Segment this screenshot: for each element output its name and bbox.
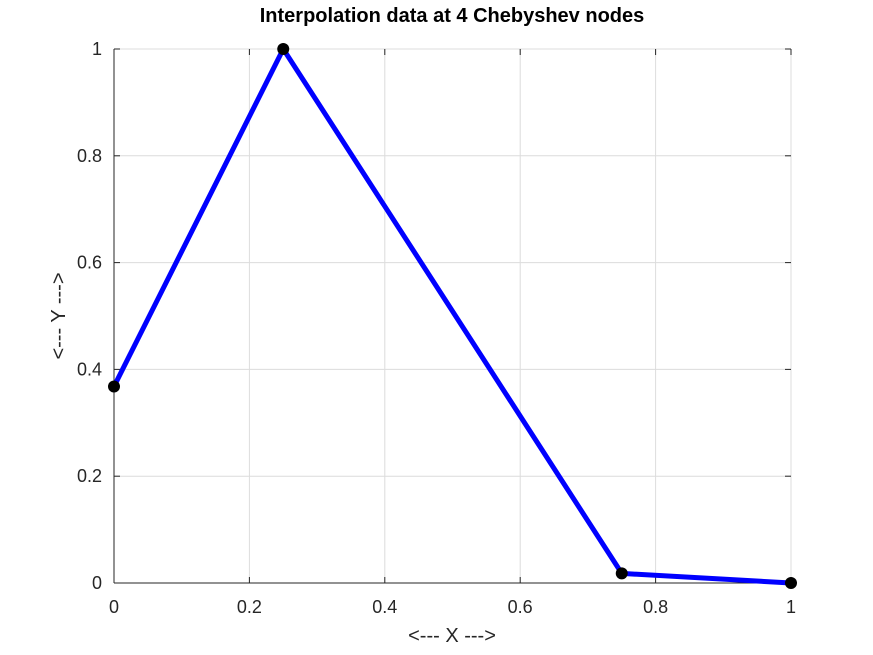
plot-background [114,49,791,583]
data-point-0-3 [785,577,797,589]
y-tick-label-1: 0.2 [77,466,102,486]
chart-title: Interpolation data at 4 Chebyshev nodes [260,5,645,27]
x-tick-label-1: 0.2 [237,597,262,617]
axes [113,48,792,584]
data-point-0-0 [108,380,120,393]
y-tick-label-0: 0 [92,573,102,593]
series-line-0 [111,46,794,586]
plot-area [108,43,797,589]
y-tick-label-4: 0.8 [77,146,102,166]
tick-labels: 0 0.2 0.4 0.6 0.8 1 0 0.2 0.4 0.6 0.8 1 [77,39,796,617]
y-tick-label-5: 1 [92,39,102,59]
x-tick-label-3: 0.6 [508,597,533,617]
y-tick-label-2: 0.4 [77,359,102,379]
x-axis-label: <--- X ---> [408,625,496,647]
series-group [108,43,797,589]
y-axis-label: <--- Y ---> [48,272,70,359]
x-tick-label-4: 0.8 [643,597,668,617]
x-tick-label-2: 0.4 [372,597,397,617]
y-tick-label-3: 0.6 [77,253,102,273]
grid [113,48,792,584]
x-tick-label-5: 1 [786,597,796,617]
x-tick-label-0: 0 [109,597,119,617]
data-point-0-1 [277,43,290,55]
data-point-0-2 [615,567,628,580]
